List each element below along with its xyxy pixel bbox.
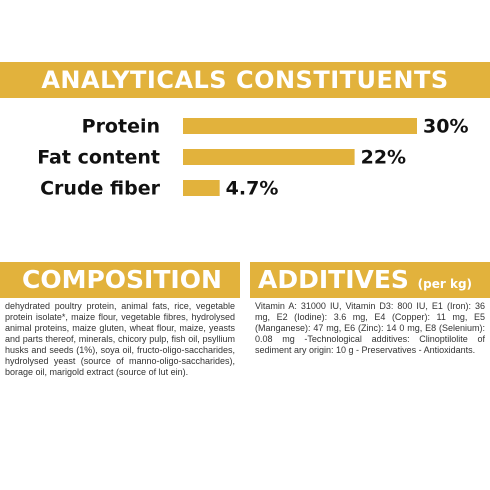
- value-label: 22%: [361, 147, 406, 169]
- chart: Protein 30% Fat content 22% Crude fiber 4.7%: [37, 116, 468, 200]
- value-label: 30%: [423, 116, 468, 138]
- additives-text: Vitamin A: 31000 IU, Vitamin D3: 800 IU,…: [255, 301, 485, 355]
- category-label: Protein: [82, 116, 160, 138]
- composition-title: COMPOSITION: [22, 265, 222, 294]
- bar: [183, 118, 417, 134]
- category-label: Crude fiber: [40, 178, 161, 200]
- category-label: Fat content: [37, 147, 160, 169]
- composition-text: dehydrated poultry protein, animal fats,…: [5, 301, 235, 377]
- value-label: 4.7%: [226, 178, 279, 200]
- additives-title: ADDITIVES: [258, 265, 409, 294]
- bar: [183, 149, 355, 165]
- bar: [183, 180, 220, 196]
- title-band: ANALYTICALS CONSTITUENTS: [0, 62, 490, 98]
- composition-band: COMPOSITION: [0, 262, 240, 298]
- additives-subtitle: (per kg): [417, 277, 473, 291]
- chart-title: ANALYTICALS CONSTITUENTS: [41, 66, 449, 94]
- additives-band: ADDITIVES (per kg): [250, 262, 490, 298]
